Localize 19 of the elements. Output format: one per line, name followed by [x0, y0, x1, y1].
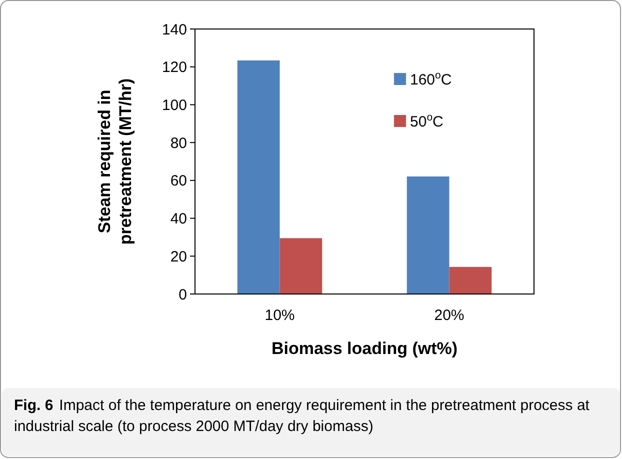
caption: Fig. 6 Impact of the temperature on energy requirement in the pretreatment process at industrial scale (to process 2000 MT/day dry biomass) — [14, 397, 590, 435]
bar — [406, 176, 450, 294]
y-tick-label: 0 — [178, 286, 187, 304]
bar — [237, 60, 280, 294]
y-tick-label: 40 — [170, 210, 187, 228]
y-axis-title: Steam required in pretreatment (MT/hr) — [95, 78, 135, 245]
bar — [280, 238, 322, 294]
y-tick-label: 20 — [170, 248, 187, 266]
x-tick-label: 20% — [434, 307, 464, 324]
legend-label: 160$^{o}$C — [410, 69, 452, 88]
y-tick-label: 60 — [170, 172, 187, 190]
x-axis-title: Biomass loading (wt%) — [271, 339, 458, 358]
legend-label: 50$^{o}$C — [410, 111, 444, 130]
bar — [449, 266, 492, 294]
y-tick-label: 80 — [170, 134, 187, 152]
x-tick-label: 10% — [264, 307, 295, 324]
y-tick-label: 120 — [162, 59, 187, 76]
y-tick-label: 140 — [162, 21, 187, 38]
y-tick-label: 100 — [162, 96, 187, 114]
